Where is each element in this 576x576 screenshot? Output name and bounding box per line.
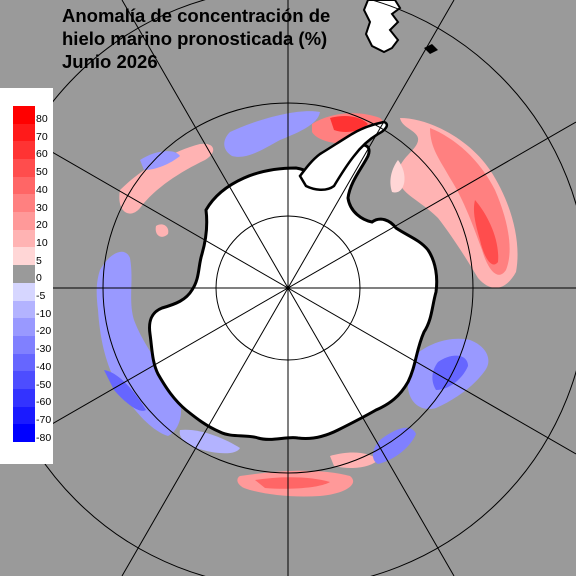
legend-label: 80: [36, 113, 48, 125]
legend-swatch: [13, 159, 35, 178]
legend-swatch: [13, 176, 35, 195]
legend-label: -80: [36, 431, 52, 444]
legend-label: 40: [36, 183, 48, 196]
legend-label: -50: [36, 378, 52, 391]
legend-label: -5: [36, 290, 46, 302]
legend-swatch: [13, 106, 35, 125]
antarctic-peninsula-land: [298, 120, 389, 191]
legend-color-bar: [13, 106, 35, 443]
legend-label: 60: [36, 148, 48, 161]
legend-label: 50: [36, 166, 48, 179]
legend-label: 30: [36, 201, 48, 214]
legend-label: 5: [36, 254, 42, 267]
legend-label: -10: [36, 307, 52, 320]
color-legend: 80 70 60 50 40 30 20 10 5 0 -5 -10 -20 -30 -40 -50 -60 -7…: [0, 88, 53, 464]
legend-swatch: [13, 318, 35, 337]
legend-swatch: [13, 406, 35, 425]
legend-swatch: [13, 141, 35, 160]
title-line-2: hielo marino pronosticada (%): [62, 28, 328, 49]
legend-swatch: [13, 229, 35, 248]
legend-swatch: [13, 123, 35, 142]
legend-label: -20: [36, 325, 52, 338]
legend-label: -30: [36, 343, 52, 356]
negative-anomaly-areas: [96, 111, 489, 464]
legend-swatch: [13, 247, 35, 266]
legend-swatch: [13, 212, 35, 231]
legend-label: -60: [36, 396, 52, 409]
legend-swatch: [13, 265, 35, 284]
legend-swatch: [13, 194, 35, 213]
legend-label: 70: [36, 130, 48, 143]
legend-label: -70: [36, 413, 52, 426]
legend-swatch: [13, 424, 35, 443]
legend-swatch: [13, 388, 35, 408]
legend-label: 20: [36, 219, 48, 232]
legend-label: 0: [36, 272, 42, 285]
legend-swatch: [13, 335, 35, 355]
legend-swatch: [13, 371, 35, 390]
legend-label: -40: [36, 360, 52, 373]
legend-swatch: [13, 300, 35, 319]
positive-anomaly-areas: [119, 113, 518, 497]
title-line-1: Anomalía de concentración de: [62, 5, 331, 26]
legend-label: 10: [36, 236, 48, 249]
title-line-3: Junio 2026: [62, 51, 158, 72]
legend-swatch: [13, 282, 35, 301]
legend-swatch: [13, 353, 35, 372]
map-title: Anomalía de concentración de hielo marin…: [62, 4, 330, 73]
